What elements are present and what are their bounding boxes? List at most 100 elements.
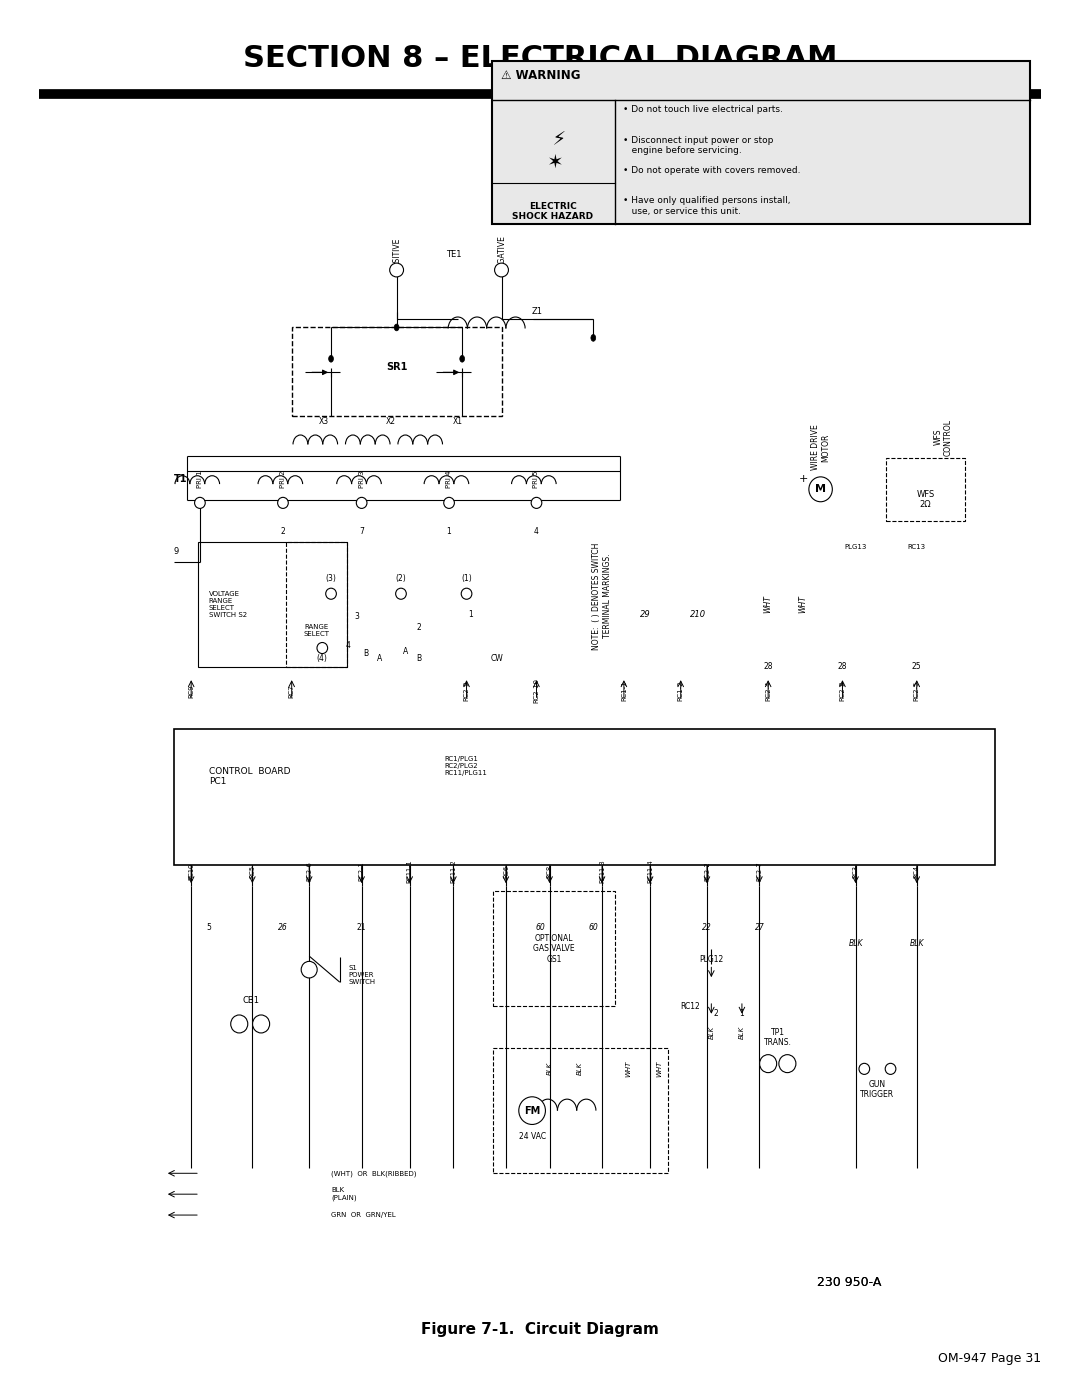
- Text: 7: 7: [360, 527, 364, 535]
- Text: RC10: RC10: [188, 863, 194, 880]
- Bar: [198, 542, 347, 666]
- Text: RC7: RC7: [288, 685, 295, 697]
- Ellipse shape: [444, 497, 455, 509]
- Text: CONTROL  BOARD
PC1: CONTROL BOARD PC1: [208, 767, 291, 787]
- Text: PRI 3: PRI 3: [359, 469, 365, 488]
- Text: 210: 210: [690, 610, 706, 619]
- Text: POSITIVE: POSITIVE: [392, 237, 401, 271]
- Ellipse shape: [194, 497, 205, 509]
- Text: RC6: RC6: [503, 865, 509, 879]
- Text: PRI 2: PRI 2: [280, 471, 286, 488]
- Text: 24 VAC: 24 VAC: [518, 1132, 545, 1141]
- Text: TP1
TRANS.: TP1 TRANS.: [764, 1028, 792, 1048]
- Text: • Do not operate with covers removed.: • Do not operate with covers removed.: [623, 166, 800, 175]
- Text: • Do not touch live electrical parts.: • Do not touch live electrical parts.: [623, 105, 783, 115]
- Text: +: +: [798, 474, 808, 483]
- Ellipse shape: [759, 1055, 777, 1073]
- Text: B: B: [416, 654, 421, 664]
- Text: 9: 9: [174, 548, 179, 556]
- Text: 5: 5: [206, 923, 211, 932]
- Bar: [285, 542, 347, 666]
- Text: T1: T1: [174, 474, 187, 483]
- Text: RC1-1: RC1-1: [621, 680, 626, 701]
- Text: 21: 21: [356, 923, 366, 932]
- Text: RC2-7: RC2-7: [756, 862, 762, 882]
- Text: X2: X2: [386, 416, 395, 426]
- Text: Figure 7-1.  Circuit Diagram: Figure 7-1. Circuit Diagram: [421, 1323, 659, 1337]
- Text: ELECTRIC
SHOCK HAZARD: ELECTRIC SHOCK HAZARD: [512, 203, 593, 221]
- Text: FM: FM: [524, 1105, 540, 1116]
- Text: RC2-10: RC2-10: [534, 679, 540, 703]
- Ellipse shape: [460, 355, 464, 362]
- Text: WFS
2Ω: WFS 2Ω: [917, 490, 934, 510]
- Text: BLK: BLK: [739, 1025, 745, 1039]
- Text: RC11-2: RC11-2: [450, 859, 457, 883]
- Text: NOTE:  ( ) DENOTES SWITCH
TERMINAL MARKINGS.: NOTE: ( ) DENOTES SWITCH TERMINAL MARKIN…: [592, 542, 611, 650]
- Text: 3: 3: [355, 612, 360, 622]
- Text: RC8: RC8: [546, 865, 553, 879]
- Ellipse shape: [356, 497, 367, 509]
- Bar: [292, 327, 501, 416]
- Text: 1: 1: [447, 527, 451, 535]
- Text: M: M: [815, 485, 826, 495]
- Text: RC12: RC12: [680, 1002, 701, 1010]
- Text: • Disconnect input power or stop
   engine before servicing.: • Disconnect input power or stop engine …: [623, 136, 773, 155]
- Text: RC3: RC3: [852, 865, 859, 877]
- Text: WIRE DRIVE
MOTOR: WIRE DRIVE MOTOR: [811, 425, 831, 471]
- Ellipse shape: [326, 588, 336, 599]
- Ellipse shape: [316, 643, 327, 654]
- Text: BLK
(PLAIN): BLK (PLAIN): [332, 1187, 356, 1201]
- Ellipse shape: [779, 1055, 796, 1073]
- Text: GRN  OR  GRN/YEL: GRN OR GRN/YEL: [332, 1213, 395, 1218]
- Text: RC13: RC13: [907, 543, 926, 550]
- Ellipse shape: [859, 1063, 869, 1074]
- Text: RANGE
SELECT: RANGE SELECT: [303, 624, 329, 637]
- Text: (3): (3): [325, 574, 337, 583]
- Text: OPTIONAL
GAS VALVE
GS1: OPTIONAL GAS VALVE GS1: [534, 933, 575, 964]
- Text: 27: 27: [755, 923, 765, 932]
- Text: RC2-9: RC2-9: [463, 680, 470, 701]
- Ellipse shape: [301, 961, 318, 978]
- Ellipse shape: [809, 476, 833, 502]
- Text: 25: 25: [912, 662, 921, 672]
- Ellipse shape: [394, 324, 399, 331]
- Text: PLG13: PLG13: [845, 543, 867, 550]
- Text: 1: 1: [469, 610, 473, 619]
- Text: CW: CW: [490, 654, 503, 664]
- Bar: [174, 729, 996, 865]
- Text: RC5: RC5: [249, 865, 255, 879]
- Text: WHT: WHT: [656, 1060, 662, 1077]
- Text: OM-947 Page 31: OM-947 Page 31: [937, 1352, 1041, 1365]
- Text: CB1: CB1: [242, 996, 259, 1006]
- Text: PLG12: PLG12: [699, 954, 724, 964]
- Text: 4: 4: [346, 641, 351, 651]
- Text: PRI 4: PRI 4: [446, 471, 453, 488]
- Text: S1
POWER
SWITCH: S1 POWER SWITCH: [349, 965, 376, 985]
- Text: WFS
CONTROL: WFS CONTROL: [933, 419, 953, 455]
- Text: (WHT)  OR  BLK(RIBBED): (WHT) OR BLK(RIBBED): [332, 1171, 417, 1176]
- Ellipse shape: [390, 263, 404, 277]
- Text: 230 950-A: 230 950-A: [816, 1275, 881, 1289]
- Text: A: A: [403, 647, 408, 655]
- Ellipse shape: [253, 1016, 270, 1032]
- Text: RC11-3: RC11-3: [599, 859, 605, 883]
- Text: RC11-1: RC11-1: [407, 859, 413, 883]
- Text: 230 950-A: 230 950-A: [816, 1275, 881, 1289]
- Text: SECTION 8 – ELECTRICAL DIAGRAM: SECTION 8 – ELECTRICAL DIAGRAM: [243, 43, 837, 73]
- Ellipse shape: [231, 1016, 247, 1032]
- Text: RC2-1: RC2-1: [359, 862, 365, 882]
- Text: RC2-5: RC2-5: [914, 680, 920, 701]
- Text: PRI 5: PRI 5: [534, 471, 540, 488]
- Text: BLK: BLK: [546, 1062, 553, 1076]
- Text: WHT: WHT: [764, 595, 772, 613]
- Text: RC2-2: RC2-2: [704, 862, 710, 882]
- Ellipse shape: [495, 263, 509, 277]
- Ellipse shape: [531, 497, 542, 509]
- Text: TE1: TE1: [446, 250, 461, 258]
- Text: VOLTAGE
RANGE
SELECT
SWITCH S2: VOLTAGE RANGE SELECT SWITCH S2: [208, 591, 246, 617]
- Text: 4: 4: [534, 527, 539, 535]
- Text: 29: 29: [640, 610, 651, 619]
- Text: 2: 2: [713, 1009, 718, 1018]
- Text: 26: 26: [278, 923, 288, 932]
- Bar: [492, 1048, 667, 1173]
